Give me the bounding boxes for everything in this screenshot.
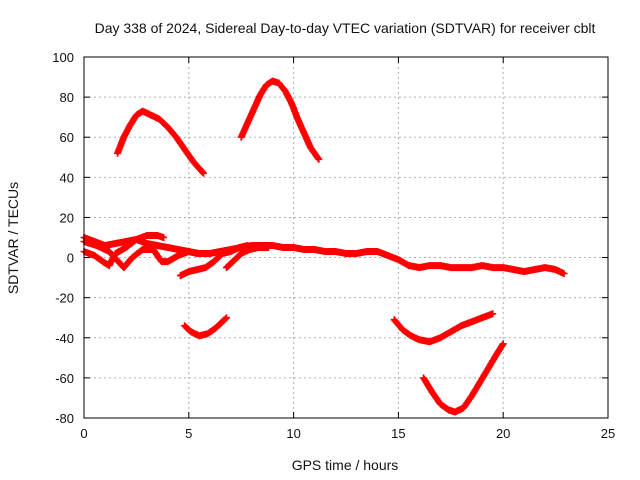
y-tick-label: -80 <box>55 411 74 426</box>
x-tick-label: 20 <box>496 426 510 441</box>
y-tick-label: 40 <box>60 170 74 185</box>
series-arc-trough-77 <box>420 340 507 416</box>
x-tick-label: 10 <box>286 426 300 441</box>
grid <box>84 57 608 418</box>
series-arc-trough-38 <box>181 314 230 340</box>
x-tick-label: 15 <box>391 426 405 441</box>
y-tick-label: -40 <box>55 331 74 346</box>
data-series <box>80 77 568 416</box>
x-tick-label: 5 <box>185 426 192 441</box>
series-arc-trough-42 <box>390 310 497 346</box>
x-tick-label: 0 <box>80 426 87 441</box>
series-arc-peak-88 <box>237 77 323 163</box>
y-axis-label: SDTVAR / TECUs <box>5 182 21 294</box>
x-axis-label: GPS time / hours <box>292 457 399 473</box>
chart-title: Day 338 of 2024, Sidereal Day-to-day VTE… <box>95 20 596 36</box>
series-arc-peak-73 <box>114 107 207 177</box>
y-tick-label: -60 <box>55 371 74 386</box>
series-near-zero-c <box>176 242 251 280</box>
series-near-zero-d <box>223 244 272 272</box>
x-tick-label: 25 <box>601 426 615 441</box>
y-tick-label: 20 <box>60 210 74 225</box>
plot-frame <box>83 56 609 419</box>
y-tick-label: 100 <box>52 50 74 65</box>
y-tick-label: 60 <box>60 130 74 145</box>
y-tick-label: 80 <box>60 90 74 105</box>
y-tick-label: -20 <box>55 291 74 306</box>
y-tick-label: 0 <box>67 251 74 266</box>
